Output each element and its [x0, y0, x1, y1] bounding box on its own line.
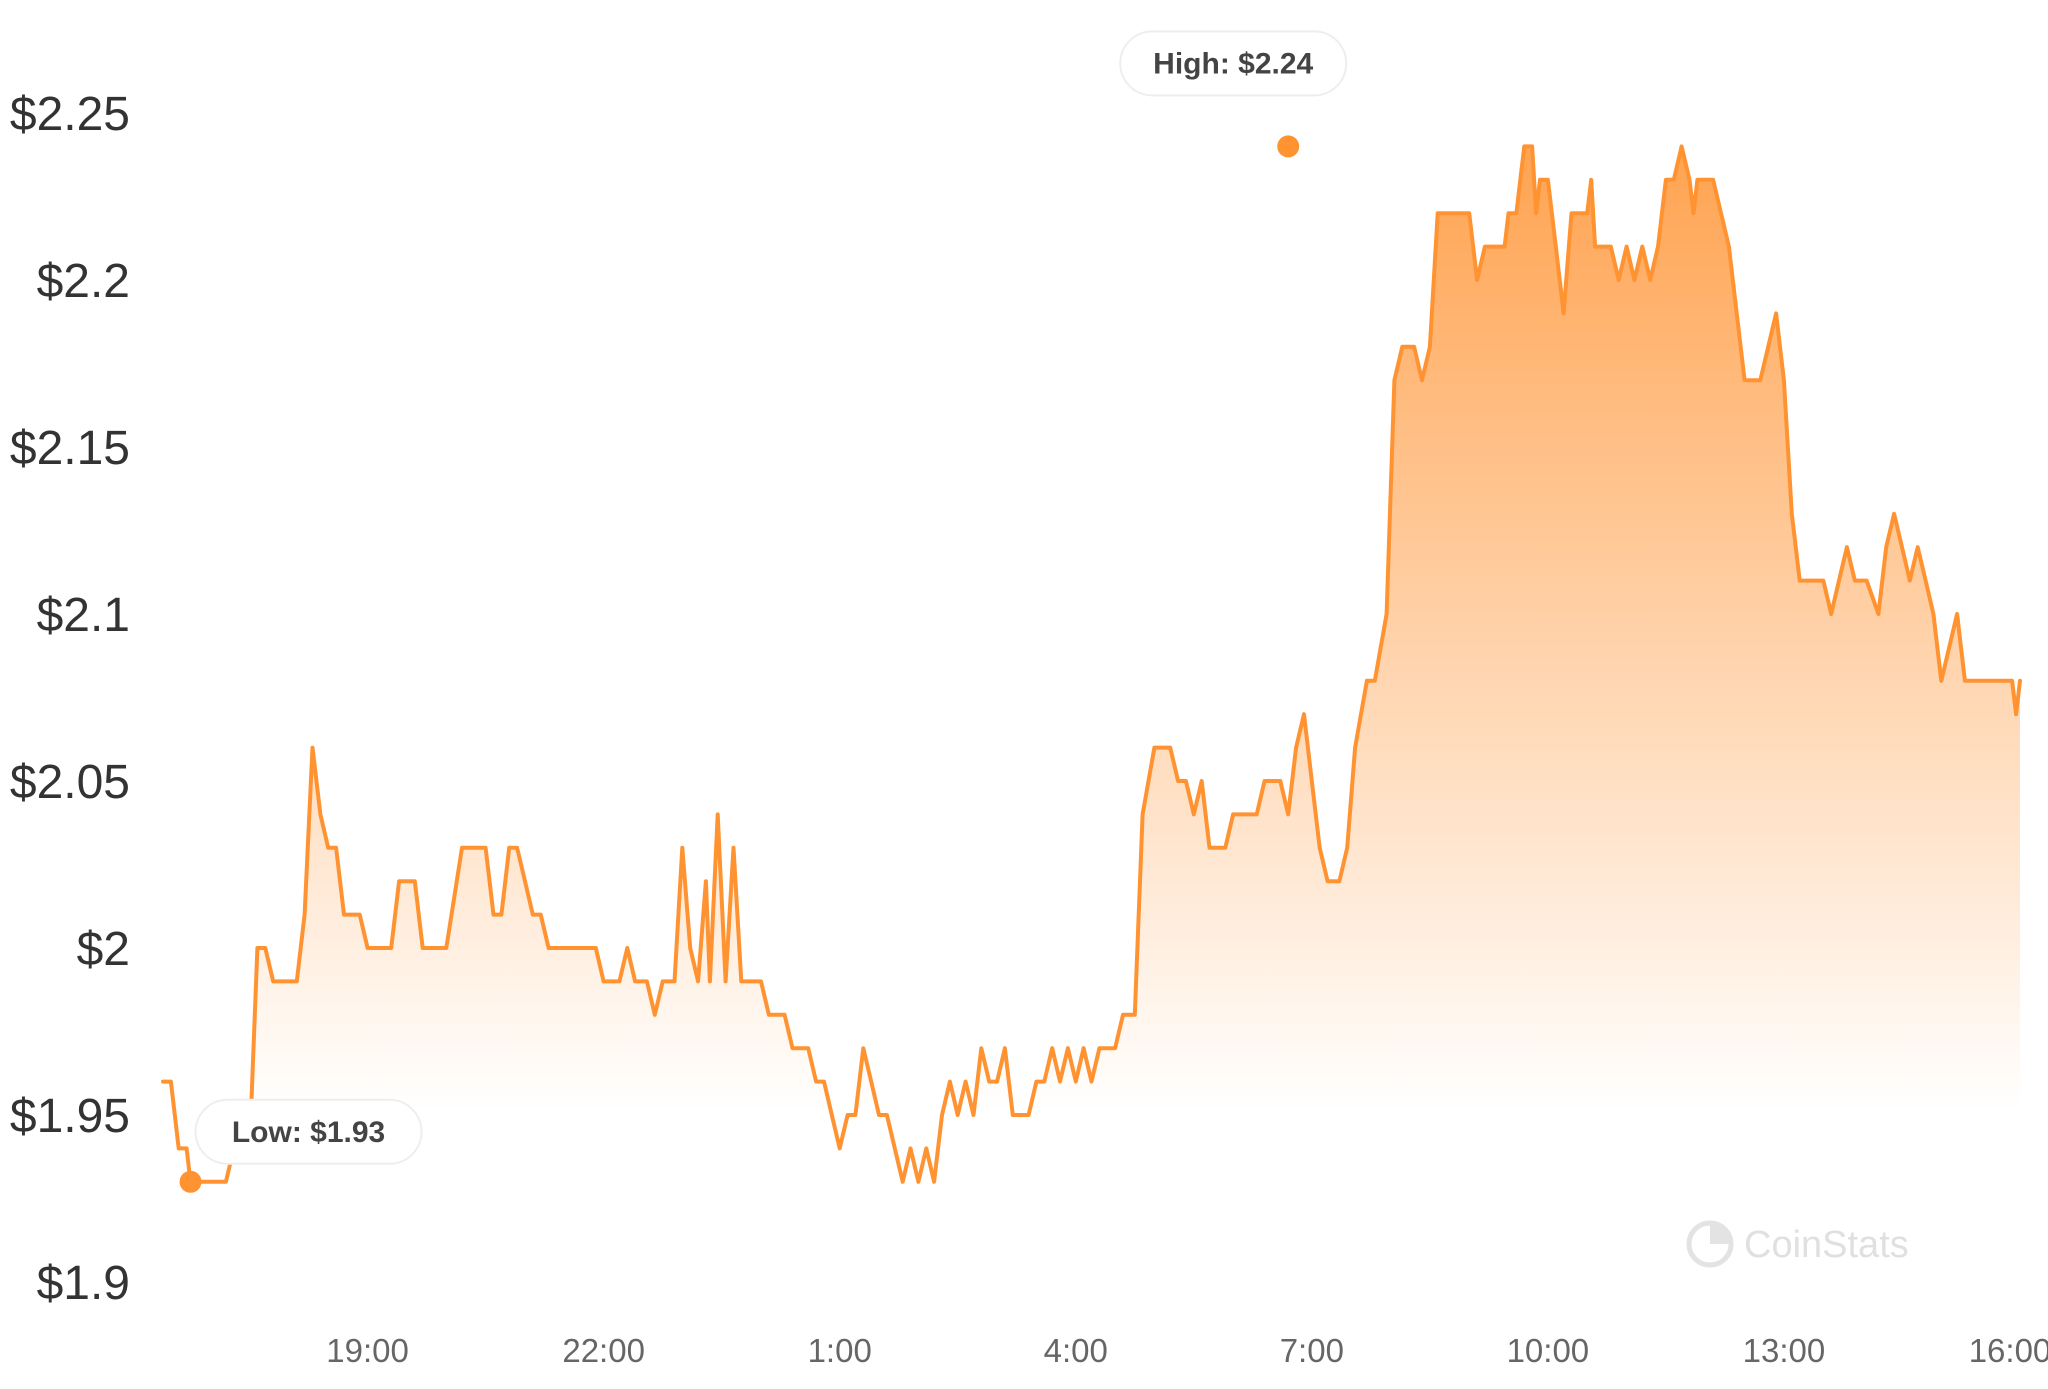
x-axis: 19:00 22:00 1:00 4:00 7:00 10:00 13:00 16:00 — [326, 1332, 2048, 1369]
x-tick-label: 22:00 — [562, 1332, 645, 1369]
y-tick-label: $2.15 — [10, 422, 130, 475]
y-tick-label: $2.2 — [37, 255, 130, 308]
y-tick-label: $2.05 — [10, 756, 130, 809]
high-price-label: High: $2.24 — [1119, 30, 1348, 97]
brand-name: CoinStats — [1744, 1224, 1909, 1266]
x-tick-label: 7:00 — [1280, 1332, 1344, 1369]
y-tick-label: $2.1 — [37, 589, 130, 642]
high-point-marker — [1277, 135, 1300, 158]
y-axis: $1.9 $1.95 $2 $2.05 $2.1 $2.15 $2.2 $2.25 — [10, 88, 130, 1310]
coinstats-logo-icon — [1686, 1220, 1734, 1268]
x-tick-label: 10:00 — [1507, 1332, 1590, 1369]
y-tick-label: $1.9 — [37, 1257, 130, 1310]
coinstats-watermark: CoinStats — [1686, 1220, 1909, 1268]
y-tick-label: $2.25 — [10, 88, 130, 141]
x-tick-label: 4:00 — [1044, 1332, 1108, 1369]
low-price-label: Low: $1.93 — [194, 1098, 423, 1165]
price-line — [161, 144, 2022, 1184]
x-tick-label: 13:00 — [1743, 1332, 1826, 1369]
low-price-label-text: Low: $1.93 — [232, 1116, 385, 1149]
high-price-label-bg — [1119, 30, 1348, 97]
low-price-label-bg — [194, 1098, 423, 1165]
x-tick-label: 16:00 — [1969, 1332, 2048, 1369]
y-tick-label: $2 — [77, 923, 130, 976]
high-price-label-text: High: $2.24 — [1153, 47, 1313, 80]
low-point-marker — [179, 1170, 202, 1193]
y-tick-label: $1.95 — [10, 1090, 130, 1143]
x-tick-label: 1:00 — [808, 1332, 872, 1369]
price-area-fill — [163, 146, 2020, 1282]
x-tick-label: 19:00 — [326, 1332, 409, 1369]
